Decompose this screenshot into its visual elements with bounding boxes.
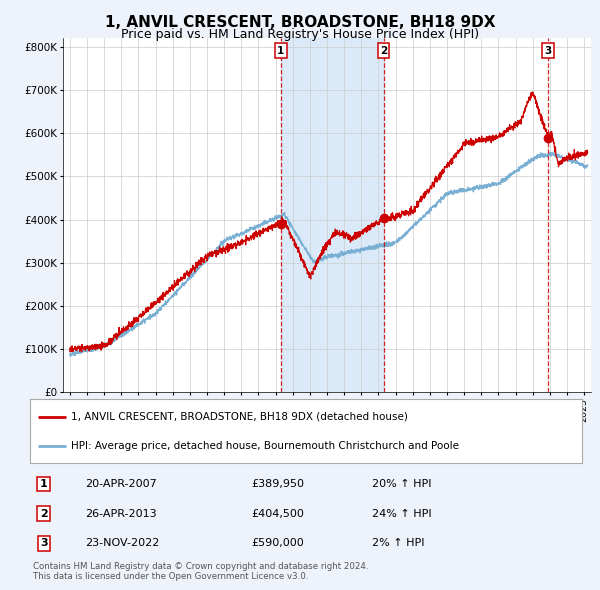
Text: £389,950: £389,950 [251, 479, 304, 489]
Text: 1, ANVIL CRESCENT, BROADSTONE, BH18 9DX: 1, ANVIL CRESCENT, BROADSTONE, BH18 9DX [105, 15, 495, 30]
Text: 2% ↑ HPI: 2% ↑ HPI [372, 538, 425, 548]
Text: £590,000: £590,000 [251, 538, 304, 548]
Text: 26-APR-2013: 26-APR-2013 [85, 509, 157, 519]
Text: 20% ↑ HPI: 20% ↑ HPI [372, 479, 432, 489]
Text: 2: 2 [40, 509, 47, 519]
Text: HPI: Average price, detached house, Bournemouth Christchurch and Poole: HPI: Average price, detached house, Bour… [71, 441, 460, 451]
Text: 24% ↑ HPI: 24% ↑ HPI [372, 509, 432, 519]
Bar [281, 38, 383, 392]
Text: Price paid vs. HM Land Registry's House Price Index (HPI): Price paid vs. HM Land Registry's House … [121, 28, 479, 41]
Text: 20-APR-2007: 20-APR-2007 [85, 479, 157, 489]
Text: 1, ANVIL CRESCENT, BROADSTONE, BH18 9DX (detached house): 1, ANVIL CRESCENT, BROADSTONE, BH18 9DX … [71, 412, 408, 422]
Text: 1: 1 [40, 479, 47, 489]
Text: Contains HM Land Registry data © Crown copyright and database right 2024.: Contains HM Land Registry data © Crown c… [33, 562, 368, 571]
Text: £404,500: £404,500 [251, 509, 304, 519]
Text: 3: 3 [40, 538, 47, 548]
Text: 2: 2 [380, 46, 387, 55]
Text: 23-NOV-2022: 23-NOV-2022 [85, 538, 160, 548]
Text: 1: 1 [277, 46, 284, 55]
Text: This data is licensed under the Open Government Licence v3.0.: This data is licensed under the Open Gov… [33, 572, 308, 581]
Text: 3: 3 [545, 46, 552, 55]
